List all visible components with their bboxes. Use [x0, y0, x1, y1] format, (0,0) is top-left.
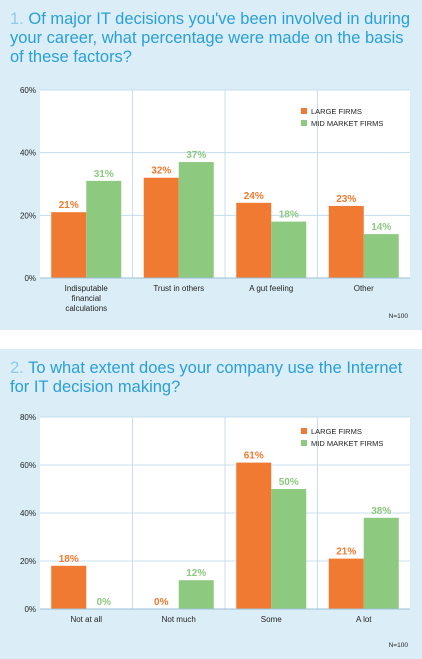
bar-mid-market-firms — [271, 221, 307, 278]
legend-swatch — [301, 440, 307, 446]
data-label: 50% — [279, 477, 299, 488]
data-label: 21% — [336, 547, 356, 558]
bar-mid-market-firms — [86, 180, 122, 278]
bar-mid-market-firms — [271, 489, 307, 609]
data-label: 61% — [244, 451, 264, 462]
legend-label: MID MARKET FIRMS — [311, 119, 383, 128]
question-2-chart: 0% 20% 40% 60% 80% 18% 0% Not at all 0% 12% Not mu… — [20, 413, 410, 649]
legend-label: LARGE FIRMS — [311, 427, 362, 436]
data-label: 23% — [336, 194, 356, 205]
x-category-label: A lot — [356, 615, 372, 624]
bar-large-firms — [236, 462, 272, 609]
bar-mid-market-firms — [363, 517, 399, 609]
data-label: 38% — [371, 506, 391, 517]
data-label: 14% — [371, 222, 391, 233]
bar-mid-market-firms — [178, 162, 214, 278]
y-tick-label: 0% — [24, 605, 36, 614]
bar-large-firms — [328, 558, 364, 609]
x-category-label: calculations — [65, 304, 107, 313]
bar-large-firms — [51, 565, 87, 609]
question-2-panel: 2. To what extent does your company use … — [0, 349, 422, 659]
data-label: 37% — [186, 150, 206, 161]
y-tick-label: 40% — [20, 509, 36, 518]
x-category-label: Not much — [162, 615, 196, 624]
x-category-label: Not at all — [70, 615, 102, 624]
y-tick-label: 0% — [24, 274, 36, 283]
question-1-panel: 1. Of major IT decisions you've been inv… — [0, 0, 422, 330]
sample-size-note: N=100 — [389, 642, 409, 649]
data-label: 18% — [279, 210, 299, 221]
y-tick-label: 60% — [20, 461, 36, 470]
bar-large-firms — [236, 202, 272, 278]
question-1-number: 1. — [10, 10, 24, 28]
legend-label: LARGE FIRMS — [311, 107, 362, 116]
data-label: 24% — [244, 191, 264, 202]
question-1-text: Of major IT decisions you've been involv… — [10, 10, 410, 66]
x-category-label: A gut feeling — [249, 284, 293, 293]
bar-mid-market-firms — [363, 234, 399, 278]
x-category-label: Indisputable — [65, 284, 109, 293]
x-category-label: financial — [72, 294, 102, 303]
y-tick-label: 60% — [20, 86, 36, 95]
legend-label: MID MARKET FIRMS — [311, 439, 383, 448]
data-label: 18% — [59, 554, 79, 565]
x-category-label: Other — [354, 284, 374, 293]
data-label: 31% — [94, 169, 114, 180]
bar-large-firms — [143, 177, 179, 278]
question-2-text: To what extent does your company use the… — [10, 359, 403, 396]
sample-size-note: N=100 — [389, 313, 409, 320]
legend-swatch — [301, 428, 307, 434]
bar-large-firms — [328, 205, 364, 278]
data-label: 0% — [97, 597, 112, 608]
question-1-chart: 0% 20% 40% 60% 21% 31% Indisputablefinancialca… — [20, 86, 410, 320]
question-2-title: 2. To what extent does your company use … — [10, 359, 415, 397]
x-category-label: Trust in others — [153, 284, 204, 293]
data-label: 0% — [154, 597, 169, 608]
legend-swatch — [301, 108, 307, 114]
data-label: 12% — [186, 568, 206, 579]
data-label: 21% — [59, 200, 79, 211]
legend-swatch — [301, 120, 307, 126]
y-tick-label: 40% — [20, 149, 36, 158]
bar-mid-market-firms — [178, 580, 214, 609]
y-tick-label: 80% — [20, 413, 36, 422]
question-2-number: 2. — [10, 359, 24, 377]
bar-large-firms — [51, 212, 87, 278]
y-tick-label: 20% — [20, 557, 36, 566]
data-label: 32% — [151, 166, 171, 177]
question-1-title: 1. Of major IT decisions you've been inv… — [10, 10, 415, 67]
x-category-label: Some — [261, 615, 282, 624]
y-tick-label: 20% — [20, 211, 36, 220]
